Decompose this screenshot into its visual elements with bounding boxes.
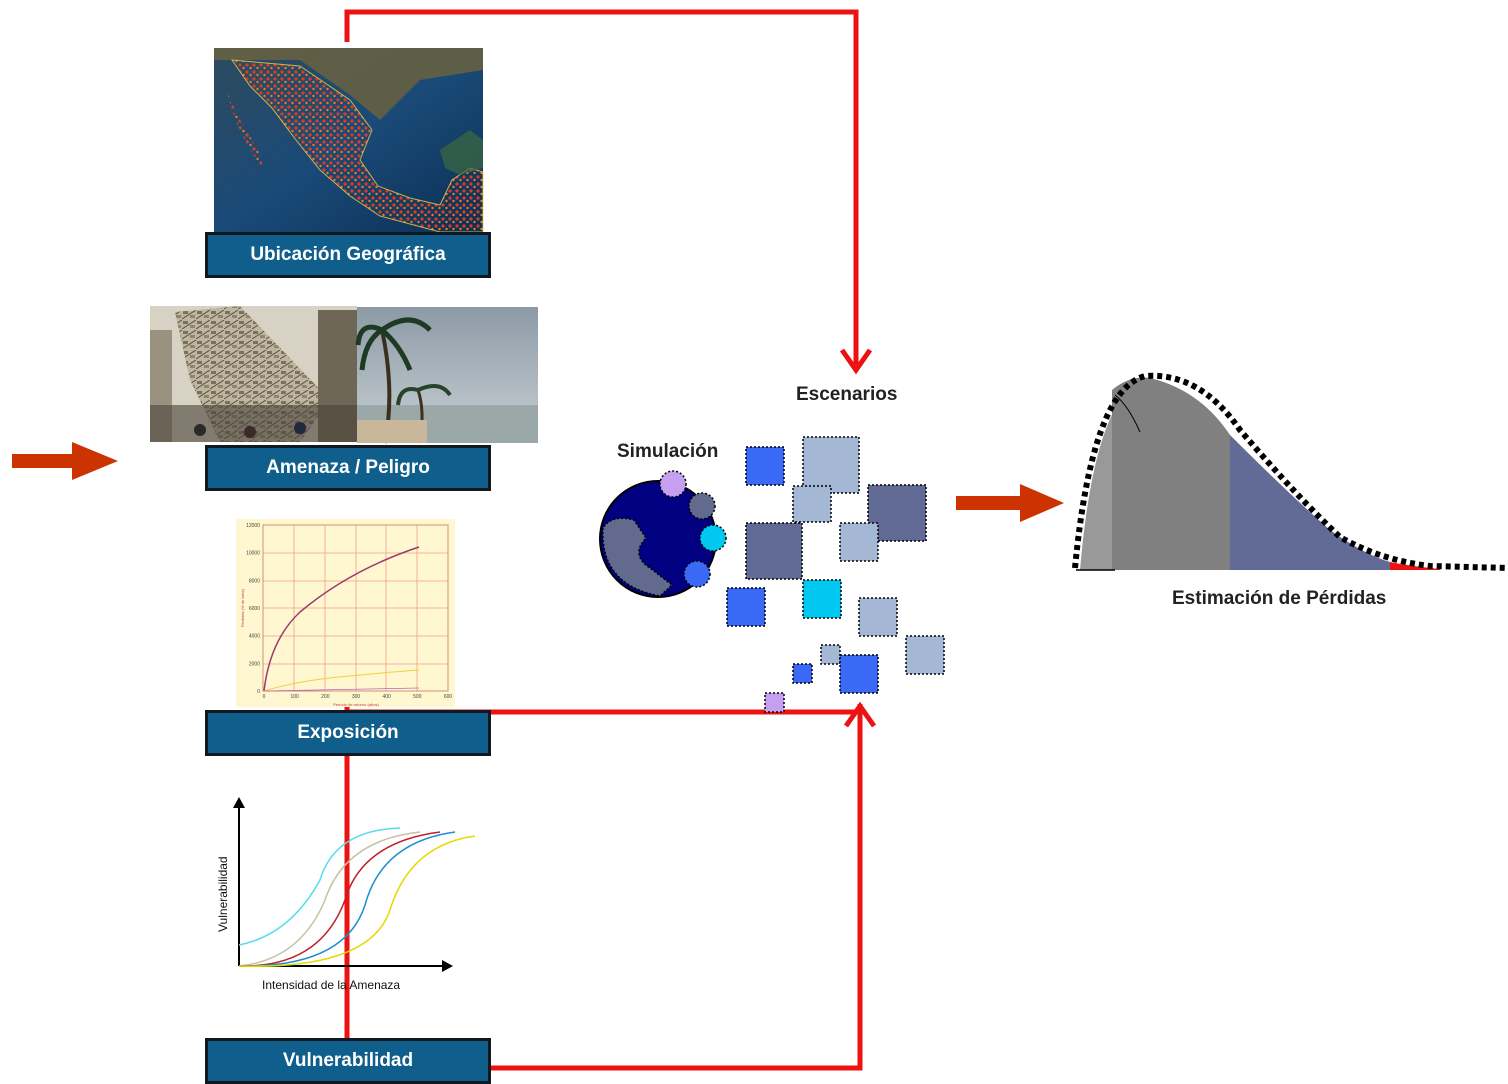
exposure-y-tick: 2000 — [249, 661, 260, 667]
feedback-arrow-vulnerability — [344, 683, 863, 1071]
vulnerability-chart — [233, 797, 476, 972]
loss-region-2 — [1112, 377, 1230, 570]
feedback-arrow-top — [344, 9, 859, 365]
scenarios-label: Escenarios — [796, 384, 898, 405]
scenario-square — [764, 692, 785, 713]
exposure-x-tick: 100 — [290, 694, 299, 700]
exposure-curve-secondary — [263, 669, 420, 692]
scenario-square — [745, 446, 785, 486]
exposure-chart: 12000 10000 8000 6000 4000 2000 0 0 100 200 300 40… — [236, 519, 455, 707]
loss-region-3 — [1230, 435, 1390, 570]
simulation-graphic — [599, 470, 727, 598]
scenario-square — [839, 522, 879, 562]
hazard-label: Amenaza / Peligro — [205, 445, 491, 491]
input-arrow — [12, 442, 118, 480]
exposure-y-tick: 4000 — [249, 634, 260, 640]
scenario-square — [905, 635, 945, 675]
scenario-square — [792, 485, 832, 523]
scenario-square — [867, 484, 927, 542]
vulnerability-curve — [238, 831, 421, 967]
exposure-y-tick: 12000 — [246, 523, 260, 529]
vulnerability-y-axis-label: Vulnerabilidad — [216, 856, 230, 932]
hurricane-photo — [355, 307, 538, 444]
scenario-square — [802, 579, 842, 619]
exposure-x-tick: 200 — [321, 694, 330, 700]
simulation-label: Simulación — [617, 441, 719, 462]
simulation-arc — [602, 517, 674, 597]
scenario-square — [839, 654, 879, 694]
vulnerability-label: Vulnerabilidad — [205, 1038, 491, 1084]
vulnerability-curve — [238, 835, 476, 967]
loss-curve — [1072, 372, 1508, 571]
location-label: Ubicación Geográfica — [205, 232, 491, 278]
exposure-y-tick: 6000 — [249, 606, 260, 612]
scenario-square — [820, 644, 841, 665]
output-arrow — [956, 484, 1064, 522]
scenario-square — [858, 597, 898, 637]
earthquake-photo — [150, 306, 357, 442]
scenario-square — [726, 587, 766, 627]
vulnerability-curve — [238, 831, 441, 967]
exposure-y-axis-label: Pérdidas (% de valor) — [240, 588, 245, 627]
scenario-squares — [726, 436, 945, 713]
exposure-x-axis-label: Periodo de retorno (años) — [333, 702, 379, 707]
vulnerability-curve — [238, 827, 401, 946]
exposure-label: Exposición — [205, 710, 491, 756]
feedback-arrowhead-top — [839, 348, 873, 375]
loss-distribution — [1072, 372, 1508, 571]
exposure-x-tick: 300 — [352, 694, 361, 700]
exposure-y-tick: 0 — [257, 689, 260, 695]
exposure-curve-main — [263, 546, 420, 692]
scenario-square — [802, 436, 860, 494]
scenario-square — [745, 522, 803, 580]
scenario-square — [792, 663, 813, 684]
vulnerability-x-axis-label: Intensidad de la Amenaza — [262, 978, 401, 992]
exposure-x-tick: 0 — [263, 694, 266, 700]
exposure-y-tick: 8000 — [249, 578, 260, 584]
feedback-arrowhead-bottom — [843, 701, 877, 728]
map-image — [214, 48, 484, 233]
exposure-x-tick: 600 — [444, 694, 453, 700]
loss-estimation-label: Estimación de Pérdidas — [1172, 588, 1387, 609]
exposure-x-tick: 400 — [382, 694, 391, 700]
exposure-y-tick: 10000 — [246, 551, 260, 557]
exposure-x-tick: 500 — [413, 694, 422, 700]
vulnerability-curve — [238, 831, 456, 967]
